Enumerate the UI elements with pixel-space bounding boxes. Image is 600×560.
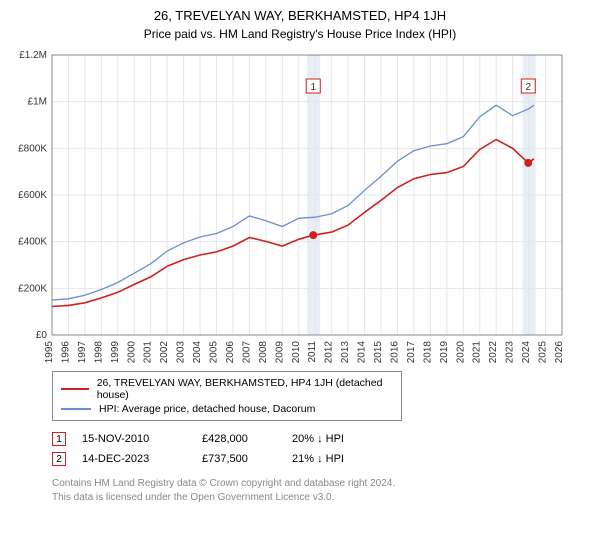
svg-text:2000: 2000 xyxy=(126,341,137,363)
marker-number-box: 1 xyxy=(52,432,66,446)
svg-text:£1.2M: £1.2M xyxy=(19,50,47,61)
svg-text:2005: 2005 xyxy=(209,341,220,363)
svg-text:£600K: £600K xyxy=(18,190,47,201)
marker-pct: 20% ↓ HPI xyxy=(292,433,392,445)
chart-subtitle: Price paid vs. HM Land Registry's House … xyxy=(10,27,590,41)
svg-text:1998: 1998 xyxy=(93,341,104,363)
svg-text:£0: £0 xyxy=(36,330,48,341)
svg-text:1996: 1996 xyxy=(60,341,71,363)
marker-price: £428,000 xyxy=(202,433,292,445)
footer-attribution: Contains HM Land Registry data © Crown c… xyxy=(52,477,590,504)
svg-text:2007: 2007 xyxy=(241,341,252,363)
svg-text:2020: 2020 xyxy=(455,341,466,363)
chart-plot-area: £0 £200K £400K £600K £800K £1M £1.2M 1995 1996 19… xyxy=(10,47,590,363)
svg-text:2004: 2004 xyxy=(192,341,203,363)
footer-line-2: This data is licensed under the Open Gov… xyxy=(52,491,590,505)
legend-item: HPI: Average price, detached house, Daco… xyxy=(61,402,393,416)
marker-row: 2 14-DEC-2023£737,50021% ↓ HPI xyxy=(52,449,590,469)
svg-text:2011: 2011 xyxy=(307,341,318,363)
chart-container: 26, TREVELYAN WAY, BERKHAMSTED, HP4 1JH … xyxy=(0,0,600,512)
legend-item: 26, TREVELYAN WAY, BERKHAMSTED, HP4 1JH … xyxy=(61,376,393,402)
svg-text:2010: 2010 xyxy=(291,341,302,363)
legend-label: HPI: Average price, detached house, Daco… xyxy=(99,403,315,415)
svg-text:£200K: £200K xyxy=(18,283,47,294)
svg-text:2021: 2021 xyxy=(472,341,483,363)
svg-text:1999: 1999 xyxy=(110,341,121,363)
svg-text:2023: 2023 xyxy=(505,341,516,363)
svg-text:1997: 1997 xyxy=(77,341,88,363)
footer-line-1: Contains HM Land Registry data © Crown c… xyxy=(52,477,590,491)
svg-text:1: 1 xyxy=(310,82,316,93)
svg-text:2003: 2003 xyxy=(176,341,187,363)
svg-text:2008: 2008 xyxy=(258,341,269,363)
svg-text:2006: 2006 xyxy=(225,341,236,363)
svg-text:2017: 2017 xyxy=(406,341,417,363)
svg-text:2022: 2022 xyxy=(488,341,499,363)
svg-text:2024: 2024 xyxy=(521,341,532,363)
svg-text:2015: 2015 xyxy=(373,341,384,363)
svg-text:2016: 2016 xyxy=(389,341,400,363)
marker-date: 14-DEC-2023 xyxy=(82,453,202,465)
svg-text:2: 2 xyxy=(525,82,531,93)
svg-text:2012: 2012 xyxy=(324,341,335,363)
legend: 26, TREVELYAN WAY, BERKHAMSTED, HP4 1JH … xyxy=(52,371,402,421)
svg-text:2009: 2009 xyxy=(274,341,285,363)
svg-text:2019: 2019 xyxy=(439,341,450,363)
marker-row: 1 15-NOV-2010£428,00020% ↓ HPI xyxy=(52,429,590,449)
svg-text:2013: 2013 xyxy=(340,341,351,363)
svg-text:2018: 2018 xyxy=(422,341,433,363)
legend-swatch xyxy=(61,408,91,410)
svg-text:2002: 2002 xyxy=(159,341,170,363)
svg-text:2026: 2026 xyxy=(554,341,565,363)
svg-text:1995: 1995 xyxy=(44,341,55,363)
svg-text:£400K: £400K xyxy=(18,237,47,248)
marker-date: 15-NOV-2010 xyxy=(82,433,202,445)
svg-text:£1M: £1M xyxy=(28,97,47,108)
marker-number-box: 2 xyxy=(52,452,66,466)
svg-text:2025: 2025 xyxy=(538,341,549,363)
legend-swatch xyxy=(61,388,89,390)
svg-text:2001: 2001 xyxy=(143,341,154,363)
legend-label: 26, TREVELYAN WAY, BERKHAMSTED, HP4 1JH … xyxy=(97,377,393,401)
line-chart-svg: £0 £200K £400K £600K £800K £1M £1.2M 1995 1996 19… xyxy=(10,47,570,363)
sale-markers-list: 1 15-NOV-2010£428,00020% ↓ HPI 2 14-DEC-202… xyxy=(52,429,590,469)
svg-text:2014: 2014 xyxy=(357,341,368,363)
marker-price: £737,500 xyxy=(202,453,292,465)
chart-title: 26, TREVELYAN WAY, BERKHAMSTED, HP4 1JH xyxy=(10,8,590,23)
svg-text:£800K: £800K xyxy=(18,143,47,154)
marker-pct: 21% ↓ HPI xyxy=(292,453,392,465)
